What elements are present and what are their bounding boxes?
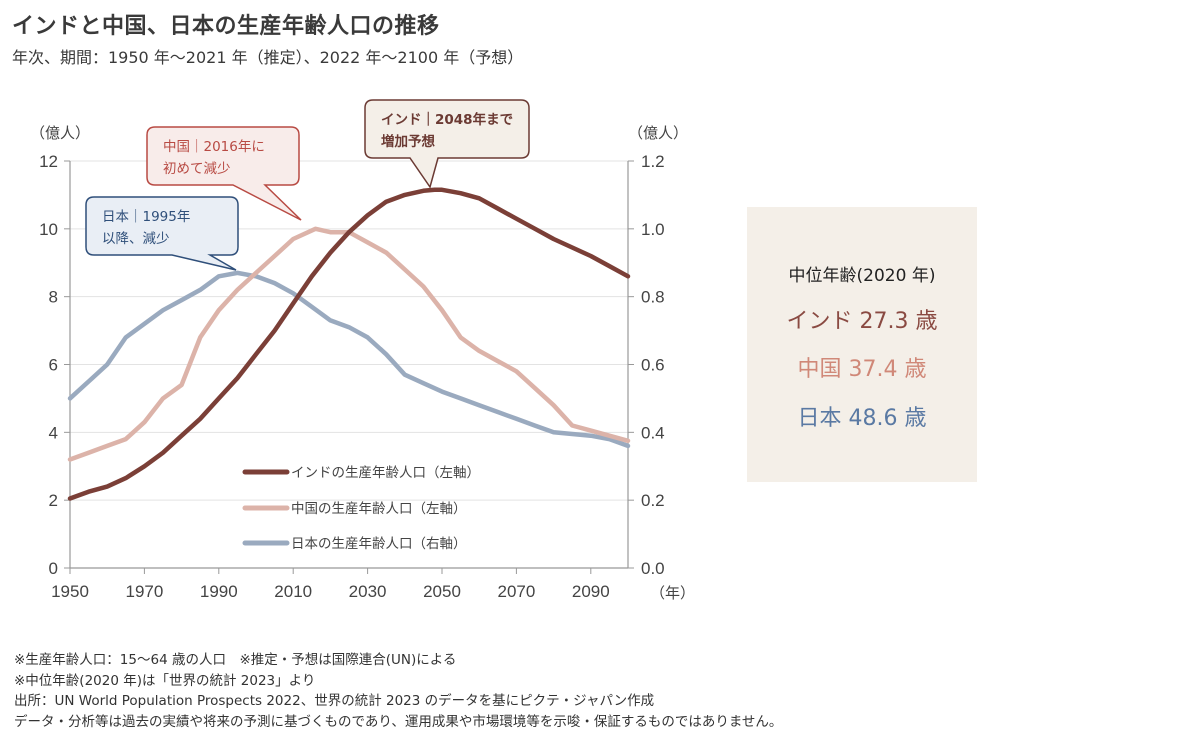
right-y-tick-label: 1.2 [641, 152, 665, 171]
callout-bubble [146, 126, 302, 221]
footnotes: ※生産年齢人口：15～64 歳の人口 ※推定・予想は国際連合(UN)による ※中… [14, 650, 782, 732]
callout-bubble [85, 196, 239, 271]
left-y-tick-label: 2 [49, 491, 58, 510]
series-line-1 [67, 226, 631, 462]
legend-label: 日本の生産年齢人口（右軸） [291, 536, 467, 552]
median-age-china: 中国 37.4 歳 [797, 357, 927, 382]
x-tick-label: 2050 [423, 582, 461, 601]
note-source: 出所：UN World Population Prospects 2022、世界… [14, 693, 655, 709]
series-line-0 [67, 187, 631, 501]
callout-text-line1: 日本｜1995年 [102, 209, 190, 225]
legend-label: インドの生産年齢人口（左軸） [291, 465, 480, 481]
left-y-tick-label: 4 [49, 423, 58, 442]
callout-text-line2: 増加予想 [381, 133, 435, 150]
median-age-japan: 日本 48.6 歳 [797, 406, 927, 431]
median-age-title: 中位年齢(2020 年) [788, 266, 936, 286]
right-y-tick-label: 0.0 [641, 559, 665, 578]
x-tick-label: 2070 [497, 582, 535, 601]
x-tick-label: 1990 [200, 582, 238, 601]
x-tick-label: 1970 [125, 582, 163, 601]
line-chart: 0 2 4 6 8 10 12 0.0 0.2 0.4 0.6 0.8 1.0 1.2 1950 1970 19… [30, 99, 695, 602]
left-y-tick-label: 8 [49, 288, 58, 307]
left-y-tick-label: 0 [49, 559, 58, 578]
chart-title: インドと中国、日本の生産年齢人口の推移 [12, 14, 440, 39]
x-tick-label: 1950 [51, 582, 89, 601]
legend-label: 中国の生産年齢人口（左軸） [291, 501, 467, 517]
median-age-india: インド 27.3 歳 [786, 309, 938, 334]
right-y-tick-label: 0.8 [641, 288, 665, 307]
series-line-2 [67, 270, 631, 449]
note-definition: ※生産年齢人口：15～64 歳の人口 ※推定・予想は国際連合(UN)による [14, 652, 457, 668]
right-y-tick-label: 0.4 [641, 423, 665, 442]
legend: インドの生産年齢人口（左軸） 中国の生産年齢人口（左軸） 日本の生産年齢人口（右軸） [242, 465, 480, 552]
right-y-tick-label: 0.2 [641, 491, 665, 510]
left-axis-unit-label: （億人） [30, 124, 90, 142]
left-y-tick-label: 10 [39, 220, 58, 239]
note-disclaimer: データ・分析等は過去の実績や将来の予測に基づくものであり、運用成果や市場環境等を… [14, 713, 783, 730]
left-y-tick-label: 6 [49, 356, 58, 375]
series-lines [67, 187, 631, 501]
tick-labels: 0 2 4 6 8 10 12 0.0 0.2 0.4 0.6 0.8 1.0 1.2 1950 1970 19… [30, 124, 695, 602]
callout-text-line1: 中国｜2016年に [163, 139, 265, 155]
right-y-tick-label: 1.0 [641, 220, 665, 239]
callout-text-line2: 初めて減少 [163, 160, 231, 177]
x-tick-label: 2090 [572, 582, 610, 601]
chart-subtitle: 年次、期間：1950 年～2021 年（推定）、2022 年～2100 年（予想… [12, 48, 524, 67]
x-tick-label: 2030 [349, 582, 387, 601]
callout-text-line2: 以降、減少 [102, 230, 170, 247]
right-axis-unit-label: （億人） [628, 124, 688, 142]
note-median-source: ※中位年齢(2020 年)は「世界の統計 2023」より [14, 672, 316, 689]
x-tick-label: 2010 [274, 582, 312, 601]
x-axis-unit-label: （年） [650, 584, 695, 602]
callout-text-line1: インド｜2048年まで [381, 111, 513, 128]
median-age-panel: 中位年齢(2020 年) インド 27.3 歳 中国 37.4 歳 日本 48.… [747, 207, 977, 482]
right-y-tick-label: 0.6 [641, 356, 665, 375]
callout-bubble [364, 99, 530, 189]
callouts: 中国｜2016年に初めて減少日本｜1995年以降、減少インド｜2048年まで増加… [85, 99, 530, 271]
left-y-tick-label: 12 [39, 152, 58, 171]
